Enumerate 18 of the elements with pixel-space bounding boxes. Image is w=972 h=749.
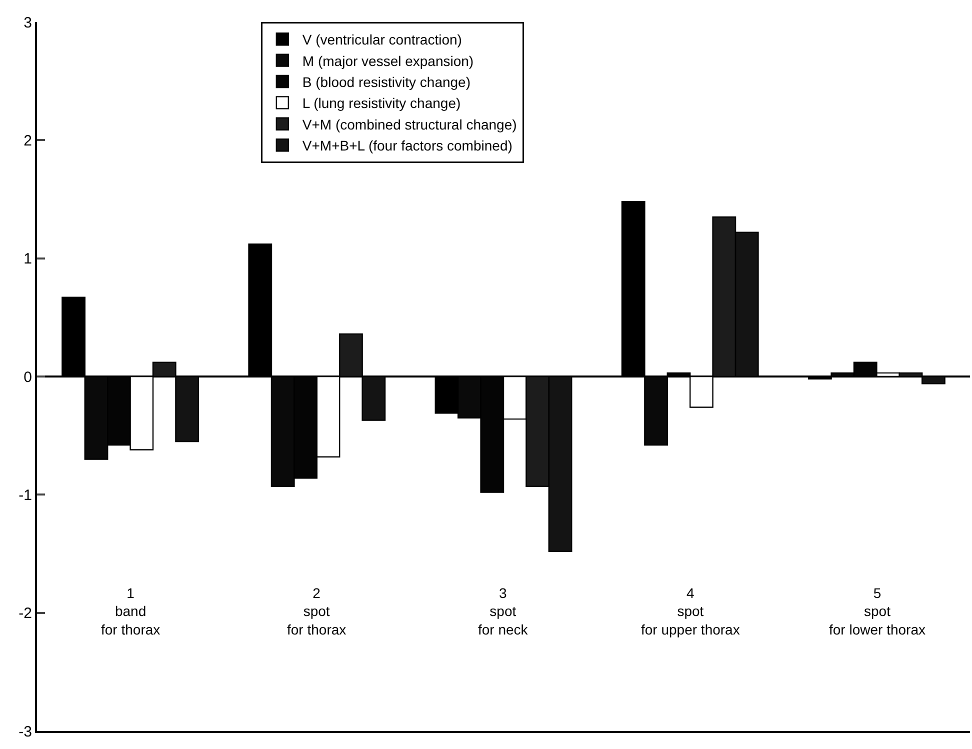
- y-tick-label: 0: [24, 368, 32, 386]
- legend-label: B (blood resistivity change): [302, 74, 470, 90]
- y-tick-label: 3: [24, 14, 32, 32]
- y-tick-label: -3: [18, 723, 32, 740]
- x-tick-label: 3 spot for neck: [478, 585, 529, 638]
- x-tick-label: 1 band for thorax: [101, 585, 160, 638]
- y-tick-label: -1: [18, 486, 32, 504]
- x-tick-label: 5 spot for lower thorax: [829, 585, 926, 638]
- legend-label: M (major vessel expansion): [302, 52, 474, 69]
- legend-label: V+M+B+L (four factors combined): [302, 138, 512, 154]
- x-tick-label: 4 spot for upper thorax: [641, 585, 740, 638]
- legend-label: V+M (combined structural change): [302, 116, 517, 132]
- y-tick-label: 1: [24, 250, 32, 268]
- y-tick-label: 2: [24, 132, 32, 150]
- y-tick-label: -2: [18, 605, 32, 622]
- x-tick-label: 2 spot for thorax: [287, 585, 346, 638]
- legend-label: L (lung resistivity change): [302, 95, 461, 112]
- legend-label: V (ventricular contraction): [302, 32, 462, 48]
